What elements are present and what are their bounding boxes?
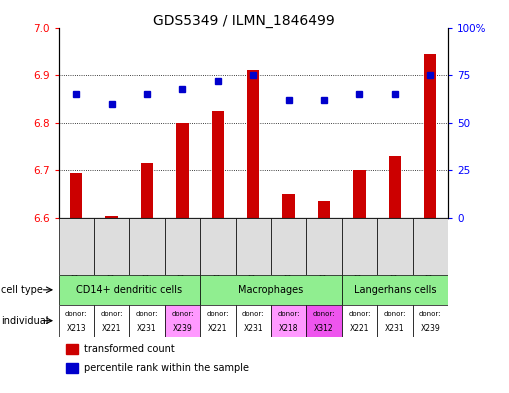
Text: X221: X221	[350, 324, 369, 333]
Text: CD14+ dendritic cells: CD14+ dendritic cells	[76, 285, 182, 295]
Bar	[66, 344, 78, 354]
Bar	[59, 305, 94, 337]
Bar	[306, 305, 342, 337]
Text: donor:: donor:	[136, 311, 158, 317]
Bar	[377, 218, 412, 275]
Text: donor:: donor:	[348, 311, 371, 317]
Bar	[70, 173, 82, 218]
Bar	[165, 218, 200, 275]
Text: X221: X221	[208, 324, 228, 333]
Bar	[412, 218, 448, 275]
Bar	[389, 156, 401, 218]
Bar	[129, 305, 165, 337]
Bar	[271, 305, 306, 337]
Text: GDS5349 / ILMN_1846499: GDS5349 / ILMN_1846499	[153, 14, 335, 28]
Bar	[271, 218, 306, 275]
Bar	[165, 305, 200, 337]
Text: cell type: cell type	[1, 285, 43, 295]
Text: X231: X231	[137, 324, 157, 333]
Bar	[141, 163, 153, 218]
Bar	[59, 275, 200, 305]
Bar	[236, 305, 271, 337]
Text: individual: individual	[1, 316, 48, 326]
Bar	[377, 305, 412, 337]
Text: donor:: donor:	[242, 311, 265, 317]
Text: X213: X213	[66, 324, 86, 333]
Text: X239: X239	[173, 324, 192, 333]
Text: donor:: donor:	[65, 311, 88, 317]
Text: X312: X312	[314, 324, 334, 333]
Text: donor:: donor:	[171, 311, 194, 317]
Text: X239: X239	[420, 324, 440, 333]
Text: donor:: donor:	[313, 311, 335, 317]
Bar	[66, 363, 78, 373]
Bar	[247, 70, 260, 218]
Bar	[353, 171, 365, 218]
Bar	[129, 218, 165, 275]
Text: Macrophages: Macrophages	[238, 285, 303, 295]
Text: donor:: donor:	[207, 311, 229, 317]
Text: donor:: donor:	[419, 311, 441, 317]
Bar	[306, 218, 342, 275]
Text: Langerhans cells: Langerhans cells	[354, 285, 436, 295]
Text: donor:: donor:	[384, 311, 406, 317]
Bar	[342, 275, 448, 305]
Bar	[200, 275, 342, 305]
Text: donor:: donor:	[100, 311, 123, 317]
Bar	[212, 111, 224, 218]
Text: X218: X218	[279, 324, 298, 333]
Text: transformed count: transformed count	[84, 344, 175, 354]
Bar	[342, 305, 377, 337]
Bar	[282, 194, 295, 218]
Bar	[318, 202, 330, 218]
Bar	[424, 54, 436, 218]
Bar	[236, 218, 271, 275]
Text: X221: X221	[102, 324, 121, 333]
Bar	[176, 123, 189, 218]
Bar	[200, 218, 236, 275]
Bar	[59, 218, 94, 275]
Bar	[94, 218, 129, 275]
Text: X231: X231	[385, 324, 405, 333]
Text: donor:: donor:	[277, 311, 300, 317]
Bar	[105, 216, 118, 218]
Bar	[94, 305, 129, 337]
Text: X231: X231	[243, 324, 263, 333]
Bar	[200, 305, 236, 337]
Bar	[342, 218, 377, 275]
Bar	[412, 305, 448, 337]
Text: percentile rank within the sample: percentile rank within the sample	[84, 363, 249, 373]
